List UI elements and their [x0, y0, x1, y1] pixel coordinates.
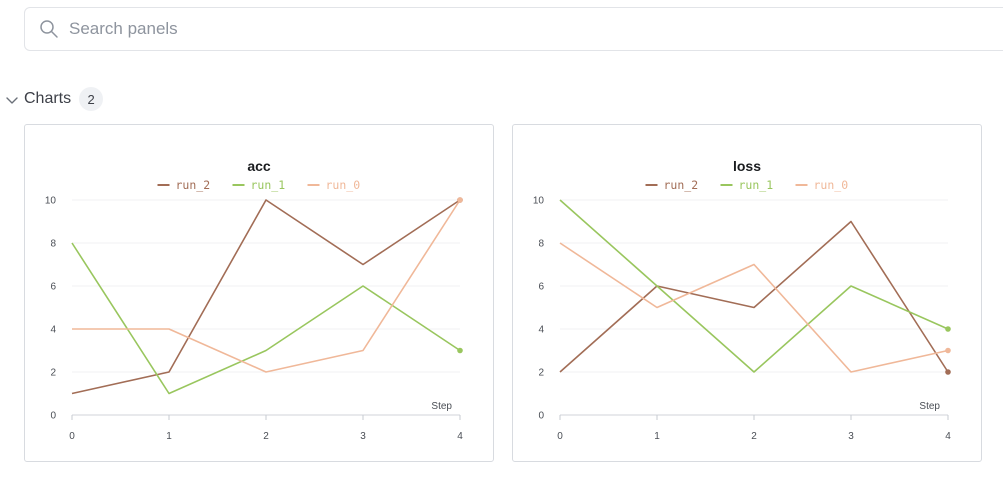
legend-item-run_2[interactable]: run_2	[157, 178, 211, 192]
y-tick-label: 10	[45, 196, 57, 207]
y-tick-label: 10	[533, 196, 545, 207]
series-line-run_0[interactable]	[72, 199, 461, 373]
series-line-run_1[interactable]	[559, 199, 949, 373]
y-tick-label: 6	[538, 282, 544, 293]
chart-title: acc	[247, 158, 271, 174]
series-end-point-run_0	[457, 197, 463, 203]
section-title: Charts	[24, 90, 72, 107]
x-axis-title: Step	[431, 401, 452, 412]
legend-label: run_2	[176, 178, 211, 192]
series-end-point-run_1	[945, 326, 951, 332]
series-line-run_2[interactable]	[71, 199, 461, 395]
legend-item-run_0[interactable]: run_0	[795, 178, 849, 192]
y-tick-label: 6	[50, 282, 56, 293]
y-tick-label: 0	[538, 411, 544, 422]
legend-item-run_0[interactable]: run_0	[307, 178, 361, 192]
x-tick-label: 2	[263, 431, 269, 442]
x-tick-label: 1	[654, 431, 660, 442]
series-end-point-run_0	[945, 347, 951, 354]
legend-label: run_0	[814, 178, 849, 192]
y-tick-label: 8	[538, 239, 544, 250]
y-tick-label: 4	[538, 325, 544, 336]
x-tick-label: 0	[69, 431, 75, 442]
series-end-point-run_2	[945, 369, 951, 375]
x-tick-label: 1	[166, 431, 172, 442]
y-tick-label: 0	[50, 411, 56, 422]
chart-panel-acc[interactable]: acc run_2 run_1 run_0 0 2 4 6 8 10 0 1 2 3 4 Step	[24, 124, 494, 462]
legend-label: run_1	[739, 178, 774, 192]
x-tick-label: 0	[557, 431, 563, 442]
x-tick-label: 4	[457, 431, 463, 442]
legend-item-run_1[interactable]: run_1	[720, 178, 774, 192]
x-tick-label: 4	[945, 431, 951, 442]
panel-count-badge: 2	[79, 87, 104, 111]
x-tick-label: 2	[751, 431, 757, 442]
chart-panel-loss[interactable]: loss run_2 run_1 run_0 0 2 4 6 8 10 0 1 2 3 4 Step	[512, 124, 982, 462]
x-tick-label: 3	[360, 431, 366, 442]
line-chart-acc: acc run_2 run_1 run_0 0 2 4 6 8 10 0 1 2 3 4 Step	[45, 158, 463, 442]
y-tick-label: 4	[50, 325, 56, 336]
x-axis-title: Step	[919, 401, 940, 412]
chart-title: loss	[733, 158, 761, 174]
search-input[interactable]	[69, 8, 969, 50]
legend-label: run_1	[251, 178, 286, 192]
x-tick-label: 3	[848, 431, 854, 442]
series-line-run_0[interactable]	[559, 242, 949, 373]
legend-item-run_1[interactable]: run_1	[232, 178, 286, 192]
y-tick-label: 2	[50, 368, 56, 379]
legend-label: run_0	[326, 178, 361, 192]
series-line-run_1[interactable]	[71, 242, 461, 395]
chevron-down-icon	[6, 97, 18, 104]
search-bar[interactable]	[24, 7, 1003, 51]
legend-label: run_2	[664, 178, 699, 192]
y-tick-label: 2	[538, 368, 544, 379]
line-chart-loss: loss run_2 run_1 run_0 0 2 4 6 8 10 0 1 2 3 4 Step	[533, 158, 951, 442]
series-end-point-run_1	[457, 347, 463, 354]
y-tick-label: 8	[50, 239, 56, 250]
series-line-run_2[interactable]	[559, 220, 949, 373]
legend-item-run_2[interactable]: run_2	[645, 178, 699, 192]
search-icon	[40, 20, 58, 38]
section-toggle-charts[interactable]: Charts 2	[4, 86, 104, 112]
